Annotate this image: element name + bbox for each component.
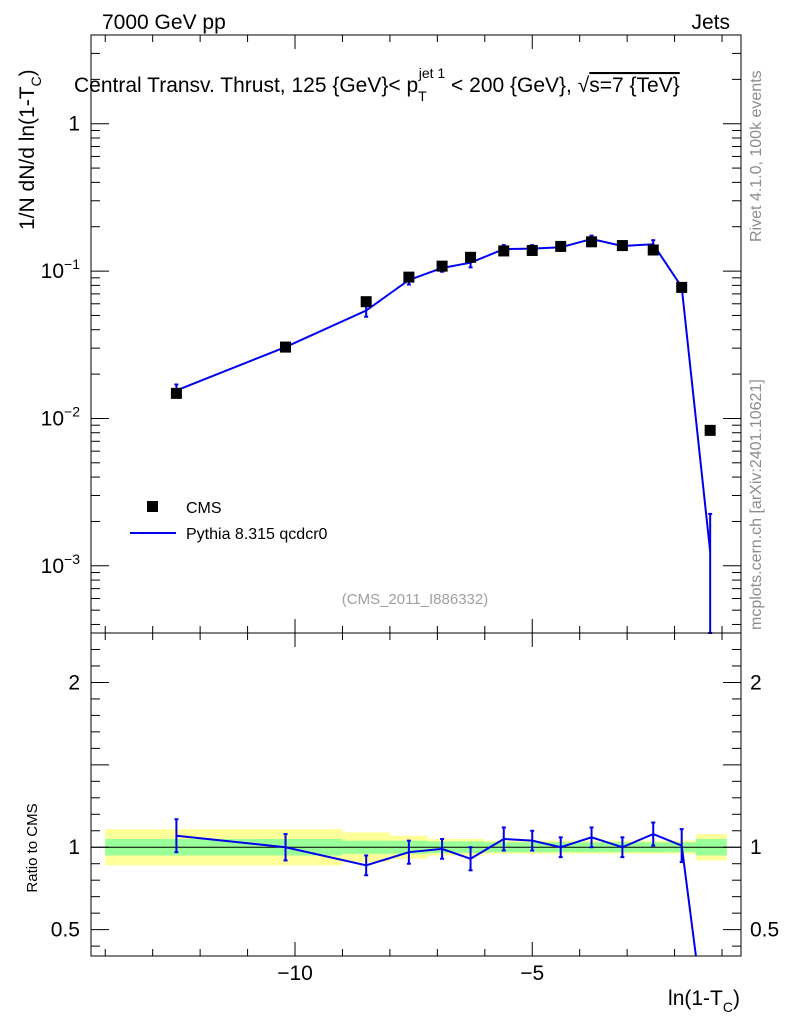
cms-data-point (526, 244, 538, 256)
cms-data-point (616, 240, 628, 252)
cms-data-point (170, 387, 182, 399)
ratio-frame (90, 632, 742, 957)
ratio-mc-line (176, 832, 697, 957)
ratio-y-tick-label: 2 (68, 671, 80, 694)
legend-mc-label: Pythia 8.315 qcdcr0 (186, 526, 328, 543)
rivet-label: Rivet 4.1.0, 100k events (748, 70, 765, 242)
plot-title: Central Transv. Thrust, 125 {GeV}< pTjet… (74, 65, 680, 104)
cms-data-point (436, 260, 448, 272)
ratio-y-tick-label-right: 2 (750, 671, 762, 694)
main-data-marks (170, 234, 716, 634)
main-ylabel: 1/N dN/d ln(1-TC) (16, 69, 44, 230)
ratio-y-tick-label: 0.5 (51, 919, 80, 942)
cms-data-point (498, 245, 510, 257)
ratio-y-tick-label-right: 1 (750, 836, 762, 859)
ratio-axes: −10 −5 0.5 0.5 1 1 2 2 (51, 633, 779, 985)
legend-cms-marker (147, 501, 158, 512)
mcplots-label: mcplots.cern.ch [arXiv:2401.10621] (748, 379, 765, 630)
main-frame (90, 34, 742, 634)
main-y-tick-label: 10−3 (41, 551, 81, 578)
cms-data-point (465, 251, 477, 263)
mc-line (176, 238, 712, 552)
x-tick-label: −5 (520, 962, 544, 985)
x-tick-label: −10 (277, 962, 313, 985)
legend-cms-label: CMS (186, 500, 222, 517)
analysis-watermark: (CMS_2011_I886332) (342, 591, 488, 608)
ratio-y-tick-label: 1 (68, 836, 80, 859)
cms-data-point (360, 296, 372, 308)
cms-data-point (647, 244, 659, 256)
ratio-data-marks (174, 818, 697, 957)
header-left: 7000 GeV pp (102, 11, 226, 34)
ratio-ylabel: Ratio to CMS (24, 803, 41, 892)
ratio-y-tick-label-right: 0.5 (750, 919, 779, 942)
main-y-tick-label: 1 (68, 113, 80, 136)
cms-data-point (403, 271, 415, 283)
cms-data-point (704, 424, 716, 436)
cms-data-point (280, 341, 292, 353)
main-y-tick-label: 10−2 (41, 403, 81, 430)
header-right: Jets (691, 11, 730, 34)
cms-data-point (586, 236, 598, 248)
cms-data-point (555, 240, 567, 252)
cms-data-point (676, 281, 688, 293)
main-axes: 10−3 10−2 10−1 1 (41, 34, 741, 633)
main-y-tick-label: 10−1 (41, 256, 81, 283)
x-axis-label: ln(1-TC) (668, 987, 740, 1015)
